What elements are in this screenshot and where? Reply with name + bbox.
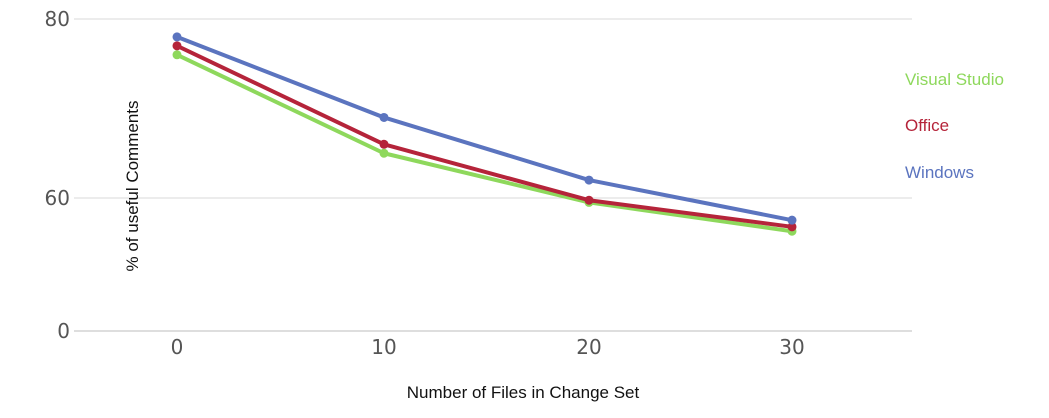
series-line-office [175,43,794,229]
legend-item-windows: Windows [905,163,974,182]
y-tick-label-0: 0 [57,319,70,343]
data-point-visual-studio-10 [379,148,389,158]
data-point-windows-30 [787,215,797,225]
data-point-office-30 [787,222,797,232]
x-tick-labels: 0 10 20 30 [171,335,805,359]
data-point-windows-10 [379,112,389,122]
y-tick-labels: 0 60 80 [45,7,70,343]
legend-item-visual-studio: Visual Studio [905,70,1004,89]
x-tick-label-10: 10 [371,335,396,359]
x-tick-label-0: 0 [171,335,184,359]
data-point-visual-studio-0 [172,50,182,60]
x-tick-label-20: 20 [576,335,601,359]
series-line-visual-studio [175,52,794,234]
y-tick-label-80: 80 [45,7,70,31]
series-lines [172,32,797,236]
x-axis-label: Number of Files in Change Set [407,383,640,402]
data-point-office-10 [379,139,389,149]
legend-item-office: Office [905,116,949,135]
grid-lines [74,18,912,332]
legend: Visual Studio Office Windows [905,70,1004,182]
y-tick-label-60: 60 [45,186,70,210]
data-point-office-0 [172,41,182,51]
x-tick-label-30: 30 [779,335,804,359]
data-point-windows-20 [584,175,594,185]
data-point-office-20 [584,195,594,205]
series-line-windows [175,34,794,223]
data-point-windows-0 [172,32,182,42]
y-axis-label: % of useful Comments [123,100,142,271]
